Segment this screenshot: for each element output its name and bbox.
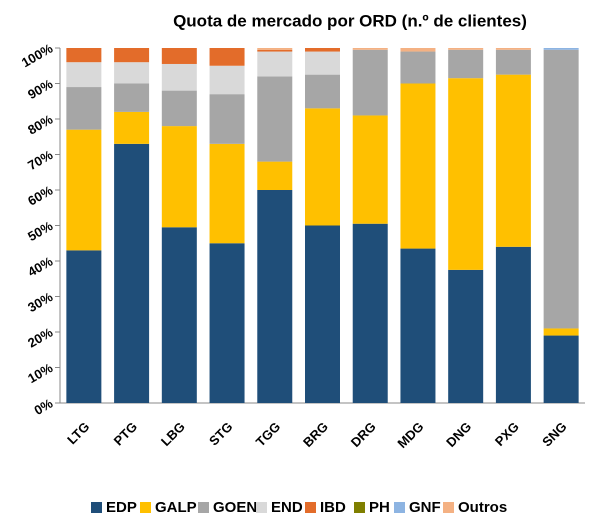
bar-segment (400, 248, 436, 403)
x-tick-label: LBG (158, 419, 188, 449)
bar-segment (495, 246, 531, 403)
x-tick-label: PTG (111, 419, 141, 449)
bar-segment (209, 65, 245, 95)
legend-label: END (271, 499, 303, 516)
x-tick-label: TGG (253, 419, 284, 450)
legend-label: Outros (458, 499, 507, 516)
bar-segment (305, 48, 340, 52)
bar-segment (114, 48, 150, 63)
bar-segment (543, 328, 579, 336)
legend-swatch (305, 502, 316, 513)
legend-swatch (394, 502, 405, 513)
bar-segment (543, 335, 579, 403)
bar-segment (161, 126, 197, 228)
bar-segment (209, 143, 245, 244)
bar-segment (495, 48, 531, 50)
legend-label: PH (369, 499, 390, 516)
bar-segment (400, 51, 436, 84)
bar-segment (161, 48, 197, 64)
x-tick-label: MDG (394, 419, 426, 451)
bar-segment (257, 48, 293, 50)
legend-label: EDP (106, 499, 137, 516)
bar-segment (448, 269, 484, 403)
y-tick-label: 0% (31, 395, 55, 418)
legend-label: GOEN (213, 499, 257, 516)
legend-swatch (91, 502, 102, 513)
bar-segment (257, 161, 293, 190)
legend-label: GNF (409, 499, 441, 516)
x-tick-label: LTG (64, 419, 92, 447)
y-tick-label: 30% (25, 289, 55, 315)
bar-segment (543, 49, 579, 329)
bar-segment (66, 48, 102, 63)
legend-swatch (443, 502, 454, 513)
bar-segment (66, 87, 102, 130)
bar-segment (352, 48, 388, 50)
x-tick-label: SNG (539, 419, 570, 450)
bar-segment (448, 49, 484, 79)
chart-title: Quota de mercado por ORD (n.º de cliente… (173, 11, 527, 30)
bar-segment (66, 129, 102, 251)
x-tick-label: DRG (348, 419, 379, 450)
y-tick-label: 100% (19, 40, 56, 70)
bar-segment (352, 115, 388, 224)
y-tick-label: 60% (25, 182, 55, 208)
bar-segment (495, 74, 531, 247)
legend-label: GALP (155, 499, 197, 516)
bar-segment (400, 48, 436, 52)
bar-segment (209, 48, 245, 66)
bar-segment (543, 48, 579, 50)
bar-segment (161, 90, 197, 127)
bar-segment (209, 243, 245, 403)
x-tick-label: DNG (443, 419, 474, 450)
y-tick-label: 90% (25, 76, 55, 102)
bar-segment (400, 83, 436, 249)
y-tick-label: 80% (25, 111, 55, 137)
bar-segment (495, 49, 531, 75)
bar-segment (66, 62, 102, 88)
bar-segment (114, 111, 150, 144)
bar-segment (257, 51, 293, 77)
x-tick-label: PXG (492, 419, 522, 449)
bar-segment (305, 225, 340, 403)
bar-segment (209, 94, 245, 144)
bar-segment (161, 63, 197, 91)
y-tick-label: 10% (25, 360, 55, 386)
legend-swatch (256, 502, 267, 513)
bar-segment (114, 62, 150, 84)
x-tick-label: BRG (300, 419, 331, 450)
y-tick-label: 70% (25, 147, 55, 173)
legend-swatch (354, 502, 365, 513)
y-tick-label: 40% (25, 253, 55, 279)
legend-swatch (140, 502, 151, 513)
bar-segment (352, 223, 388, 403)
x-tick-label: STG (206, 419, 236, 449)
bar-segment (257, 190, 293, 403)
legend-label: IBD (320, 499, 346, 516)
bar-segment (114, 83, 150, 112)
bar-segment (257, 76, 293, 162)
bar-segment (305, 51, 340, 75)
bar-segment (114, 143, 150, 403)
bar-segment (352, 49, 388, 116)
bar-segment (257, 49, 293, 52)
bar-segment (305, 108, 340, 226)
bar-segment (448, 48, 484, 50)
legend-swatch (198, 502, 209, 513)
bar-segment (305, 74, 340, 109)
bar-segment (66, 250, 102, 403)
y-tick-label: 50% (25, 218, 55, 244)
y-tick-label: 20% (25, 324, 55, 350)
bar-segment (448, 78, 484, 270)
bar-segment (161, 227, 197, 403)
